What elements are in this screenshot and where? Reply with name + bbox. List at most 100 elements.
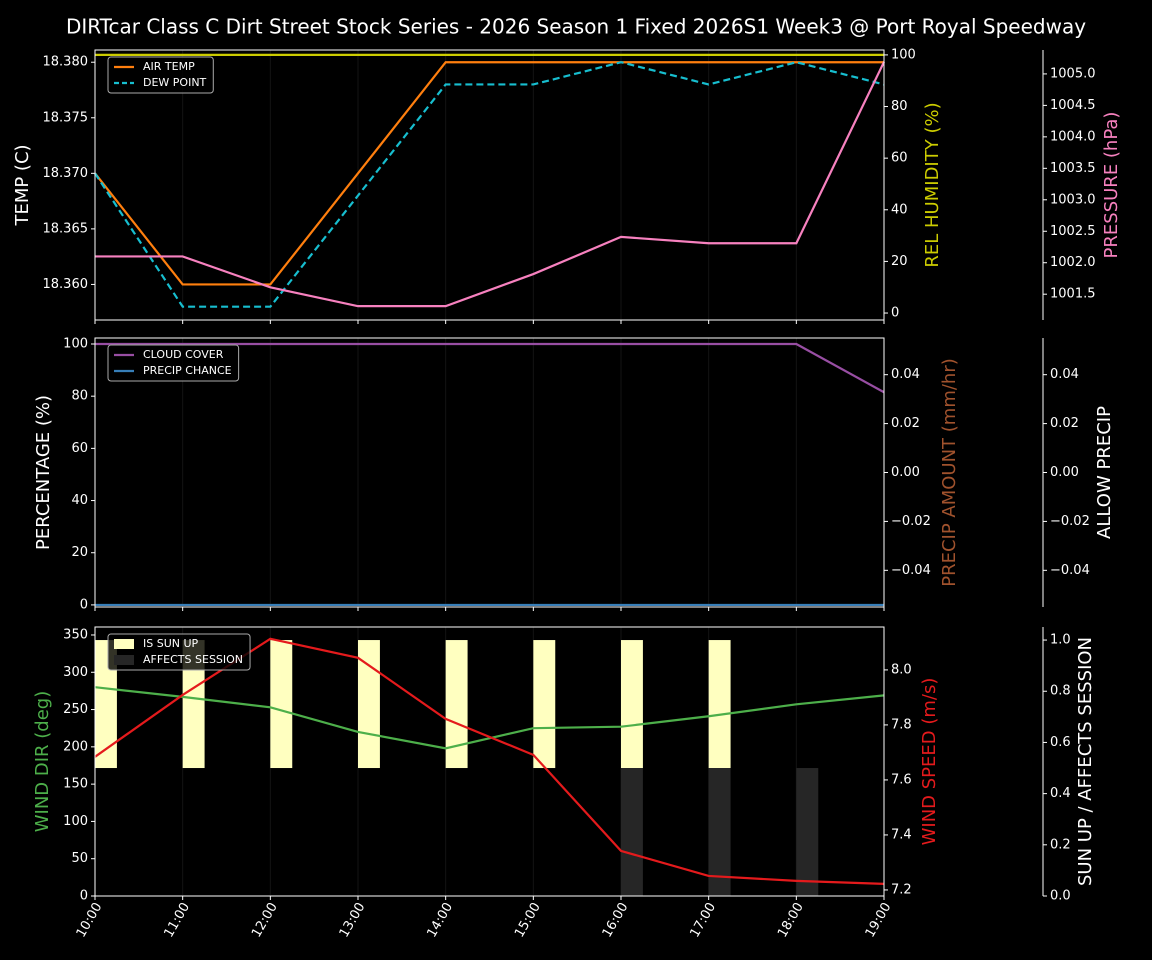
y-tick-label: 350: [63, 627, 88, 642]
legend-box: [107, 344, 240, 382]
y-tick-label: 1004.5: [1050, 98, 1096, 113]
axis-label: WIND SPEED (m/s): [919, 678, 940, 846]
axis-label: WIND DIR (deg): [32, 691, 53, 833]
y-tick-label: 0.02: [891, 416, 920, 431]
x-tick-label: 13:00: [337, 900, 369, 940]
y-tick-label: 50: [71, 851, 88, 866]
y-tick-label: −0.02: [1050, 514, 1090, 529]
legend-label: IS SUN UP: [143, 637, 199, 650]
legend-box: [107, 633, 251, 671]
y-tick-label: −0.04: [891, 563, 931, 578]
y-tick-label: −0.04: [1050, 563, 1090, 578]
y-tick-label: 1003.0: [1050, 192, 1096, 207]
y-tick-label: 0.2: [1050, 837, 1071, 852]
y-tick-label: 200: [63, 739, 88, 754]
y-tick-label: 250: [63, 702, 88, 717]
bar: [182, 640, 205, 769]
y-tick-label: 18.365: [43, 221, 89, 236]
line: [94, 61, 885, 308]
y-tick-label: 0.0: [1050, 889, 1071, 904]
axis-label: PRECIP AMOUNT (mm/hr): [939, 358, 960, 587]
chart-title: DIRTcar Class C Dirt Street Stock Series…: [66, 15, 1086, 39]
bar: [445, 640, 468, 769]
y-tick-label: 0: [80, 597, 88, 612]
x-tick-label: 16:00: [600, 900, 632, 940]
y-tick-label: 0.04: [891, 367, 920, 382]
legend-label: AFFECTS SESSION: [143, 653, 243, 666]
y-tick-label: 300: [63, 665, 88, 680]
legend-label: PRECIP CHANCE: [143, 364, 232, 377]
line: [94, 686, 885, 750]
y-tick-label: 100: [891, 47, 916, 62]
y-tick-label: 1001.5: [1050, 287, 1096, 302]
axis-label: TEMP (C): [12, 144, 33, 226]
y-tick-label: 80: [71, 389, 88, 404]
y-tick-label: 7.2: [891, 882, 912, 897]
y-tick-label: −0.02: [891, 514, 931, 529]
legend-swatch: [114, 639, 134, 649]
axis-label: PRESSURE (hPa): [1101, 112, 1122, 259]
y-tick-label: 60: [71, 441, 88, 456]
legend-label: DEW POINT: [143, 76, 207, 89]
y-tick-label: 150: [63, 777, 88, 792]
y-tick-label: 1005.0: [1050, 66, 1096, 81]
y-tick-label: 0.6: [1050, 735, 1071, 750]
y-tick-label: 40: [891, 202, 908, 217]
y-tick-label: 0.02: [1050, 416, 1079, 431]
y-tick-label: 80: [891, 99, 908, 114]
x-tick-label: 17:00: [687, 900, 719, 940]
y-tick-label: 7.8: [891, 717, 912, 732]
axis-label: PERCENTAGE (%): [33, 395, 54, 550]
y-tick-label: 1.0: [1050, 633, 1071, 648]
y-tick-label: 7.4: [891, 827, 912, 842]
y-tick-label: 7.6: [891, 772, 912, 787]
y-tick-label: 0.8: [1050, 684, 1071, 699]
x-tick-label: 11:00: [161, 900, 193, 940]
legend: CLOUD COVER PRECIP CHANCE: [107, 344, 240, 382]
x-tick-label: 15:00: [512, 900, 544, 940]
axis-label: REL HUMIDITY (%): [922, 102, 943, 267]
plot-frame: [94, 49, 885, 321]
y-tick-label: 1003.5: [1050, 161, 1096, 176]
y-tick-label: 18.360: [43, 277, 89, 292]
bar: [621, 768, 643, 896]
y-tick-label: 0: [80, 889, 88, 904]
line: [95, 342, 885, 394]
y-tick-label: 100: [63, 337, 88, 352]
y-tick-label: 1004.0: [1050, 129, 1096, 144]
x-tick-label: 10:00: [74, 900, 106, 940]
y-tick-label: 0.04: [1050, 367, 1079, 382]
x-tick-label: 12:00: [249, 900, 281, 940]
y-tick-label: 0.00: [891, 465, 920, 480]
legend-label: AIR TEMP: [143, 60, 195, 73]
y-tick-label: 0: [891, 306, 899, 321]
bar: [708, 640, 731, 769]
bar: [270, 640, 293, 769]
y-tick-label: 60: [891, 151, 908, 166]
legend-swatch: [114, 655, 134, 665]
bar: [621, 640, 643, 769]
y-tick-label: 20: [71, 545, 88, 560]
bar: [533, 640, 556, 769]
bar: [95, 640, 117, 769]
y-tick-label: 40: [71, 493, 88, 508]
line: [95, 61, 885, 308]
x-tick-label: 19:00: [863, 900, 895, 940]
x-tick-label: 18:00: [775, 900, 807, 940]
y-tick-label: 0.00: [1050, 465, 1079, 480]
y-tick-label: 100: [63, 814, 88, 829]
axis-label: SUN UP / AFFECTS SESSION: [1075, 637, 1096, 886]
bar: [796, 768, 819, 896]
legend: AIR TEMP DEW POINT: [107, 56, 214, 94]
x-tick-label: 14:00: [424, 900, 456, 940]
line: [94, 61, 884, 286]
y-tick-label: 18.380: [43, 55, 89, 70]
y-tick-label: 18.370: [43, 166, 89, 181]
legend-box: [107, 56, 214, 94]
y-tick-label: 20: [891, 254, 908, 269]
y-tick-label: 8.0: [891, 662, 912, 677]
legend-label: CLOUD COVER: [143, 348, 224, 361]
bar: [708, 768, 731, 896]
